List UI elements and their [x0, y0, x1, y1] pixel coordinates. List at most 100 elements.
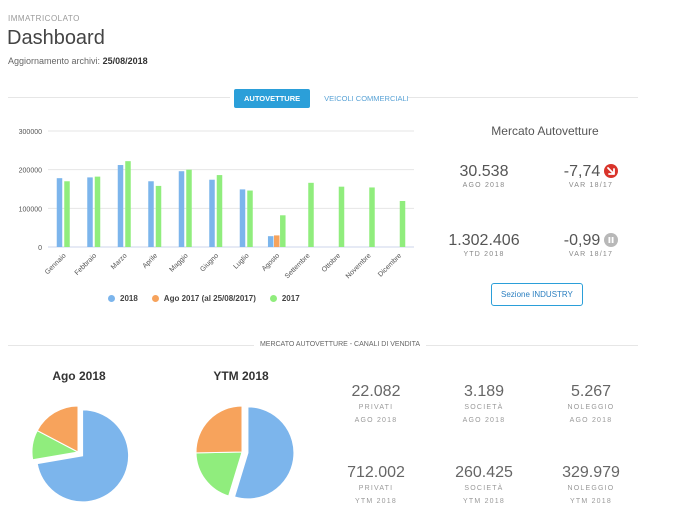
divider: [408, 97, 638, 98]
legend-item-2018[interactable]: 2018: [108, 294, 138, 303]
bar-2018: [117, 165, 124, 247]
bar-2017: [94, 176, 101, 247]
bar-2017: [64, 181, 70, 247]
stat-label: PRIVATI: [358, 485, 394, 492]
y-tick-label: 300000: [19, 129, 42, 136]
stat-value: 3.189: [463, 383, 505, 400]
archive-update: Aggiornamento archivi: 25/08/2018: [8, 56, 148, 66]
x-tick-label: Marzo: [110, 252, 129, 271]
bar-2017: [308, 182, 314, 247]
page-kicker: IMMATRICOLATO: [8, 14, 80, 23]
stat-label: AGO 2018: [462, 417, 506, 424]
stat-value: 329.979: [562, 464, 620, 481]
pie-slice-societ[interactable]: [195, 451, 243, 497]
stat-label: NOLEGGIO: [567, 485, 615, 492]
stat-label: AGO 2018: [569, 417, 613, 424]
archive-update-label: Aggiornamento archivi:: [8, 56, 101, 66]
stat-var-monthly: -7,74 VAR 18/17: [536, 163, 646, 189]
stat-value: -0,99: [563, 232, 601, 249]
x-tick-label: Febbraio: [74, 252, 99, 277]
section-label-text: MERCATO AUTOVETTURE - CANALI DI VENDITA: [253, 341, 427, 348]
monthly-bar-chart: 0 100000 200000 300000 Gennaio Febbraio Marzo…: [19, 129, 414, 280]
bar-2017: [216, 175, 223, 247]
tab-autovetture[interactable]: AUTOVETTURE: [234, 89, 311, 108]
bar-2017: [280, 215, 286, 247]
stat-label: SOCIETÀ: [464, 485, 504, 492]
tab-veicoli-commerciali[interactable]: VEICOLI COMMERCIALI: [324, 94, 409, 103]
pie-slice-noleggio[interactable]: [195, 405, 243, 454]
stat-label: VAR 18/17: [568, 251, 614, 258]
bar-2018: [56, 178, 63, 247]
bar-2017: [247, 190, 253, 247]
stat-value: 712.002: [347, 464, 405, 481]
bar-ago-2017: [274, 235, 280, 247]
pie-slice-privati[interactable]: [36, 409, 130, 503]
stat-label: PRIVATI: [358, 404, 394, 411]
pie-chart-ytm-2018: [195, 405, 295, 500]
stat-value: 1.302.406: [448, 232, 520, 249]
legend-dot: [108, 295, 115, 302]
legend-dot: [151, 295, 159, 302]
stat-value: -7,74: [563, 163, 601, 180]
stat-value: 5.267: [570, 383, 612, 400]
channel-stat: 329.979 NOLEGGIO YTM 2018: [546, 464, 636, 508]
legend-item-ago-2017[interactable]: Ago 2017 (al 25/08/2017): [151, 294, 256, 303]
archive-update-date: 25/08/2018: [102, 56, 148, 66]
bar-2017: [125, 161, 131, 247]
channel-stat: 3.189 SOCIETÀ AGO 2018: [439, 383, 529, 427]
legend-dot: [269, 295, 277, 302]
pie-title-ago-2018: Ago 2018: [52, 369, 106, 383]
section-label: MERCATO AUTOVETTURE - CANALI DI VENDITA: [0, 341, 680, 348]
stat-label: YTD 2018: [463, 251, 505, 258]
legend-label: 2018: [120, 294, 138, 303]
stat-label: SOCIETÀ: [464, 404, 504, 411]
bar-2017: [155, 185, 162, 247]
stat-value: 30.538: [459, 163, 509, 180]
legend-label: Ago 2017 (al 25/08/2017): [163, 294, 256, 303]
bar-2018: [239, 189, 246, 247]
legend-label: 2017: [281, 294, 300, 303]
x-tick-label: Ottobre: [321, 252, 343, 274]
legend-item-2017[interactable]: 2017: [269, 294, 300, 303]
x-tick-label: Dicembre: [377, 252, 403, 278]
y-tick-label: 100000: [19, 206, 42, 213]
bar-2017: [338, 186, 345, 247]
pie-slice-privati[interactable]: [233, 406, 295, 500]
pause-icon: [604, 233, 619, 247]
stat-label: VAR 18/17: [568, 182, 614, 189]
bar-2017: [186, 169, 192, 247]
channel-stat: 712.002 PRIVATI YTM 2018: [331, 464, 421, 508]
x-tick-label: Aprile: [142, 252, 160, 270]
mercato-title: Mercato Autovetture: [491, 124, 599, 138]
stat-label: NOLEGGIO: [567, 404, 615, 411]
y-tick-label: 0: [38, 245, 42, 252]
stat-ago-2018: 30.538 AGO 2018: [429, 163, 539, 189]
pie-chart-ago-2018: [31, 405, 130, 503]
vehicle-tabs: AUTOVETTURE VEICOLI COMMERCIALI: [234, 89, 413, 108]
bar-2018: [87, 177, 93, 247]
pie-slice-noleggio[interactable]: [36, 405, 79, 453]
channel-stat: 22.082 PRIVATI AGO 2018: [331, 383, 421, 427]
stat-ytd-2018: 1.302.406 YTD 2018: [429, 232, 539, 258]
stat-label: AGO 2018: [462, 182, 506, 189]
x-tick-label: Settembre: [284, 252, 312, 280]
arrow-down-right-icon: [604, 164, 619, 178]
stat-label: YTM 2018: [570, 498, 612, 505]
bar-2018: [148, 181, 154, 247]
x-tick-label: Novembre: [345, 252, 373, 280]
stat-var-ytd: -0,99 VAR 18/17: [536, 232, 646, 258]
bar-2018: [178, 171, 185, 247]
x-tick-label: Maggio: [168, 252, 189, 273]
channel-stat: 260.425 SOCIETÀ YTM 2018: [439, 464, 529, 508]
stat-label: YTM 2018: [355, 498, 397, 505]
x-tick-label: Agosto: [261, 252, 281, 272]
x-tick-label: Luglio: [233, 252, 251, 270]
bar-2017: [399, 200, 406, 247]
stat-value: 260.425: [455, 464, 513, 481]
sezione-industry-button[interactable]: Sezione INDUSTRY: [491, 283, 583, 306]
stat-label: AGO 2018: [354, 417, 398, 424]
page-title: Dashboard: [7, 27, 105, 49]
stat-value: 22.082: [351, 383, 401, 400]
channel-stat: 5.267 NOLEGGIO AGO 2018: [546, 383, 636, 427]
bar-2018: [209, 179, 215, 247]
